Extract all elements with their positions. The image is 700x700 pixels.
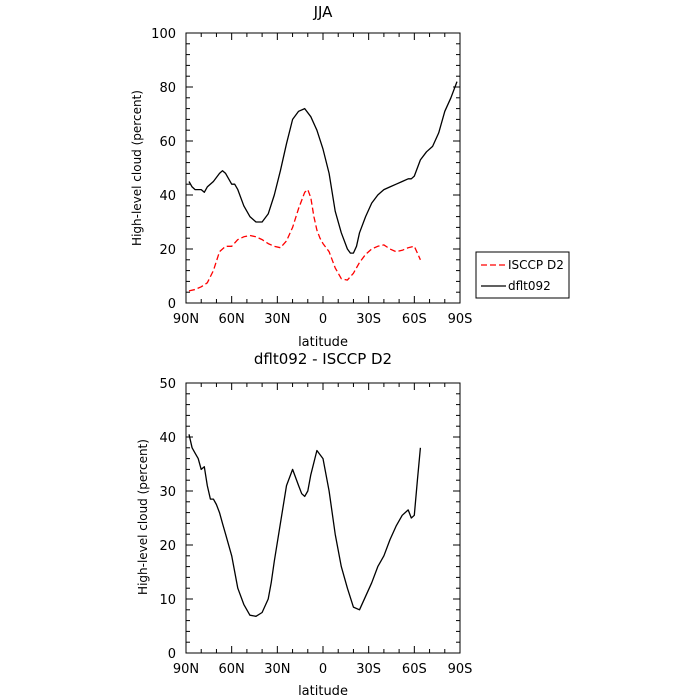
- bottom-x-tick-label: 30N: [264, 662, 290, 677]
- bottom-y-tick-label: 10: [159, 593, 176, 608]
- top-x-tick-label: 0: [319, 312, 327, 327]
- top-x-axis-label: latitude: [298, 335, 348, 350]
- top-legend: ISCCP D2 dflt092: [475, 251, 570, 299]
- bottom-plot-area: [188, 434, 422, 617]
- bottom-x-tick-label: 0: [319, 662, 327, 677]
- top-series-line-isccp-d2: [188, 188, 421, 292]
- top-y-tick-label: 40: [159, 189, 176, 204]
- top-series-line-dflt092: [188, 81, 458, 254]
- bottom-x-tick-label: 60N: [219, 662, 245, 677]
- bottom-y-tick-label: 0: [168, 647, 176, 662]
- bottom-x-tick-label: 90S: [448, 662, 473, 677]
- bottom-axes: 90N 60N 30N 0 30S 60S 90S 0 10 20 30 40 50: [159, 377, 472, 677]
- top-y-tick-label: 60: [159, 135, 176, 150]
- bottom-y-tick-label: 30: [159, 485, 176, 500]
- bottom-y-tick-label: 50: [159, 377, 176, 392]
- bottom-x-axis-label: latitude: [298, 684, 348, 699]
- bottom-x-tick-label: 90N: [173, 662, 199, 677]
- bottom-panel: dflt092 - ISCCP D2 High-level cloud (per…: [136, 350, 472, 699]
- top-y-tick-label: 20: [159, 243, 176, 258]
- top-x-tick-label: 90N: [173, 312, 199, 327]
- top-x-tick-label: 30S: [356, 312, 381, 327]
- top-x-tick-label: 90S: [448, 312, 473, 327]
- top-x-tick-label: 60N: [219, 312, 245, 327]
- top-y-tick-label: 100: [151, 27, 176, 42]
- bottom-x-tick-label: 30S: [356, 662, 381, 677]
- top-x-tick-label: 30N: [264, 312, 290, 327]
- bottom-y-tick-label: 40: [159, 431, 176, 446]
- top-panel: JJA High-level cloud (percent) latitude …: [130, 3, 570, 350]
- top-plot-frame: [185, 32, 461, 304]
- legend-label-isccp: ISCCP D2: [508, 258, 564, 272]
- top-chart-title: JJA: [313, 3, 334, 21]
- bottom-plot-frame: [185, 382, 461, 654]
- bottom-y-tick-label: 20: [159, 539, 176, 554]
- top-plot-area: [188, 81, 458, 292]
- top-x-tick-label: 60S: [402, 312, 427, 327]
- top-y-tick-label: 0: [168, 297, 176, 312]
- top-axes: 90N 60N 30N 0 30S 60S 90S 0 20 40 60 80 100: [151, 27, 472, 327]
- legend-box: [475, 251, 570, 299]
- bottom-chart-title: dflt092 - ISCCP D2: [254, 350, 392, 368]
- bottom-series-line-difference: [188, 434, 422, 617]
- legend-label-dflt092: dflt092: [508, 279, 551, 293]
- top-y-tick-label: 80: [159, 81, 176, 96]
- bottom-x-tick-label: 60S: [402, 662, 427, 677]
- bottom-y-axis-label: High-level cloud (percent): [136, 439, 150, 595]
- top-y-axis-label: High-level cloud (percent): [130, 90, 144, 246]
